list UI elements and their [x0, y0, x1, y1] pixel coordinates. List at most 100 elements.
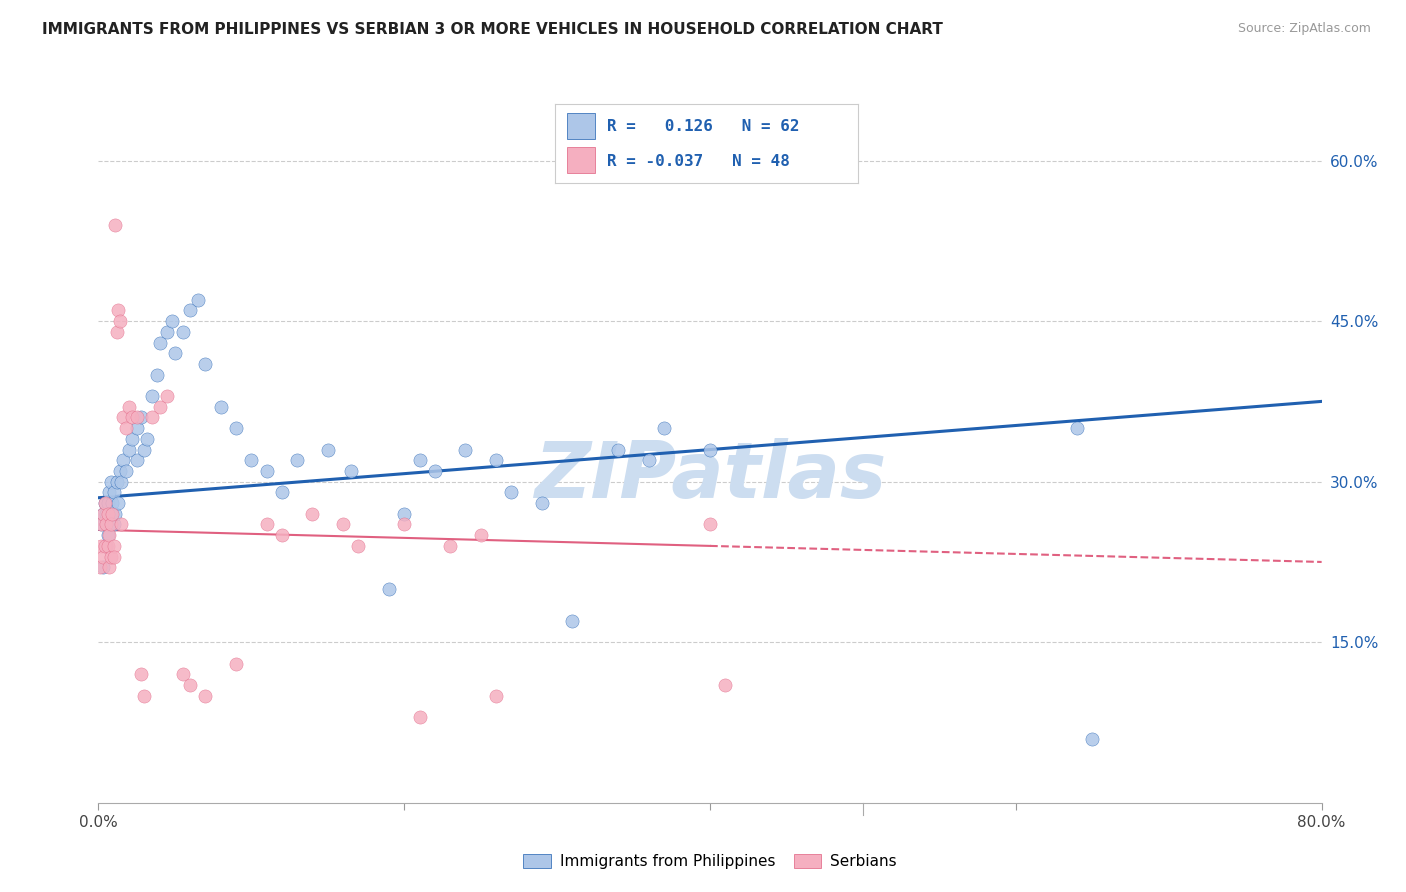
Point	[270, 485, 292, 500]
Text: IMMIGRANTS FROM PHILIPPINES VS SERBIAN 3 OR MORE VEHICLES IN HOUSEHOLD CORRELATI: IMMIGRANTS FROM PHILIPPINES VS SERBIAN 3…	[42, 22, 943, 37]
Point	[108, 464, 131, 478]
Point	[115, 464, 138, 478]
Point	[156, 389, 179, 403]
Point	[485, 689, 508, 703]
Point	[141, 410, 163, 425]
Point	[103, 485, 125, 500]
Point	[91, 549, 114, 564]
Point	[97, 496, 120, 510]
Point	[105, 475, 128, 489]
Point	[408, 453, 430, 467]
Point	[101, 496, 124, 510]
Point	[225, 421, 247, 435]
Point	[439, 539, 461, 553]
Point	[316, 442, 339, 457]
Point	[392, 507, 416, 521]
Point	[347, 539, 370, 553]
Point	[637, 453, 661, 467]
Point	[98, 528, 121, 542]
Point	[378, 582, 401, 596]
Point	[100, 475, 122, 489]
Point	[104, 507, 127, 521]
Point	[103, 517, 125, 532]
Point	[98, 485, 121, 500]
Point	[1066, 421, 1088, 435]
Point	[134, 689, 156, 703]
Point	[100, 507, 122, 521]
Point	[107, 303, 129, 318]
Point	[179, 303, 201, 318]
Point	[714, 678, 737, 692]
Point	[105, 325, 128, 339]
Point	[301, 507, 323, 521]
Text: ZIPatlas: ZIPatlas	[534, 438, 886, 514]
Point	[94, 539, 117, 553]
FancyBboxPatch shape	[568, 113, 595, 139]
Point	[285, 453, 308, 467]
Point	[134, 442, 156, 457]
Point	[187, 293, 209, 307]
Point	[97, 528, 120, 542]
Point	[607, 442, 630, 457]
Point	[89, 560, 111, 574]
Point	[100, 549, 122, 564]
Point	[118, 400, 141, 414]
Point	[111, 410, 134, 425]
Point	[699, 442, 721, 457]
Point	[149, 400, 172, 414]
Point	[160, 314, 183, 328]
Point	[163, 346, 186, 360]
Point	[93, 496, 115, 510]
Point	[91, 507, 114, 521]
Point	[530, 496, 553, 510]
Point	[225, 657, 247, 671]
Point	[93, 496, 115, 510]
Point	[156, 325, 179, 339]
Point	[108, 314, 131, 328]
Point	[110, 475, 132, 489]
FancyBboxPatch shape	[568, 147, 595, 173]
Point	[1081, 731, 1104, 746]
Point	[209, 400, 232, 414]
Point	[145, 368, 167, 382]
Point	[94, 517, 117, 532]
Point	[485, 453, 508, 467]
Point	[408, 710, 430, 724]
Point	[270, 528, 292, 542]
Point	[111, 453, 134, 467]
Point	[115, 421, 138, 435]
Point	[129, 667, 152, 681]
Point	[93, 539, 115, 553]
Point	[107, 496, 129, 510]
Point	[104, 218, 127, 232]
Point	[194, 357, 217, 371]
Point	[125, 453, 148, 467]
Point	[172, 325, 194, 339]
Point	[136, 432, 159, 446]
Point	[94, 507, 117, 521]
Point	[339, 464, 361, 478]
Point	[392, 517, 416, 532]
Point	[91, 560, 114, 574]
Point	[97, 507, 120, 521]
Point	[454, 442, 477, 457]
Point	[423, 464, 446, 478]
Point	[125, 421, 148, 435]
Point	[256, 517, 278, 532]
Point	[149, 335, 172, 350]
Point	[172, 667, 194, 681]
Point	[179, 678, 201, 692]
Legend: Immigrants from Philippines, Serbians: Immigrants from Philippines, Serbians	[517, 848, 903, 875]
Text: R =   0.126   N = 62: R = 0.126 N = 62	[607, 119, 799, 134]
Point	[90, 539, 112, 553]
Point	[91, 507, 114, 521]
Point	[100, 517, 122, 532]
Point	[121, 410, 143, 425]
Point	[470, 528, 492, 542]
Point	[110, 517, 132, 532]
Point	[90, 517, 112, 532]
Point	[194, 689, 217, 703]
Point	[652, 421, 675, 435]
Point	[90, 517, 112, 532]
Point	[118, 442, 141, 457]
